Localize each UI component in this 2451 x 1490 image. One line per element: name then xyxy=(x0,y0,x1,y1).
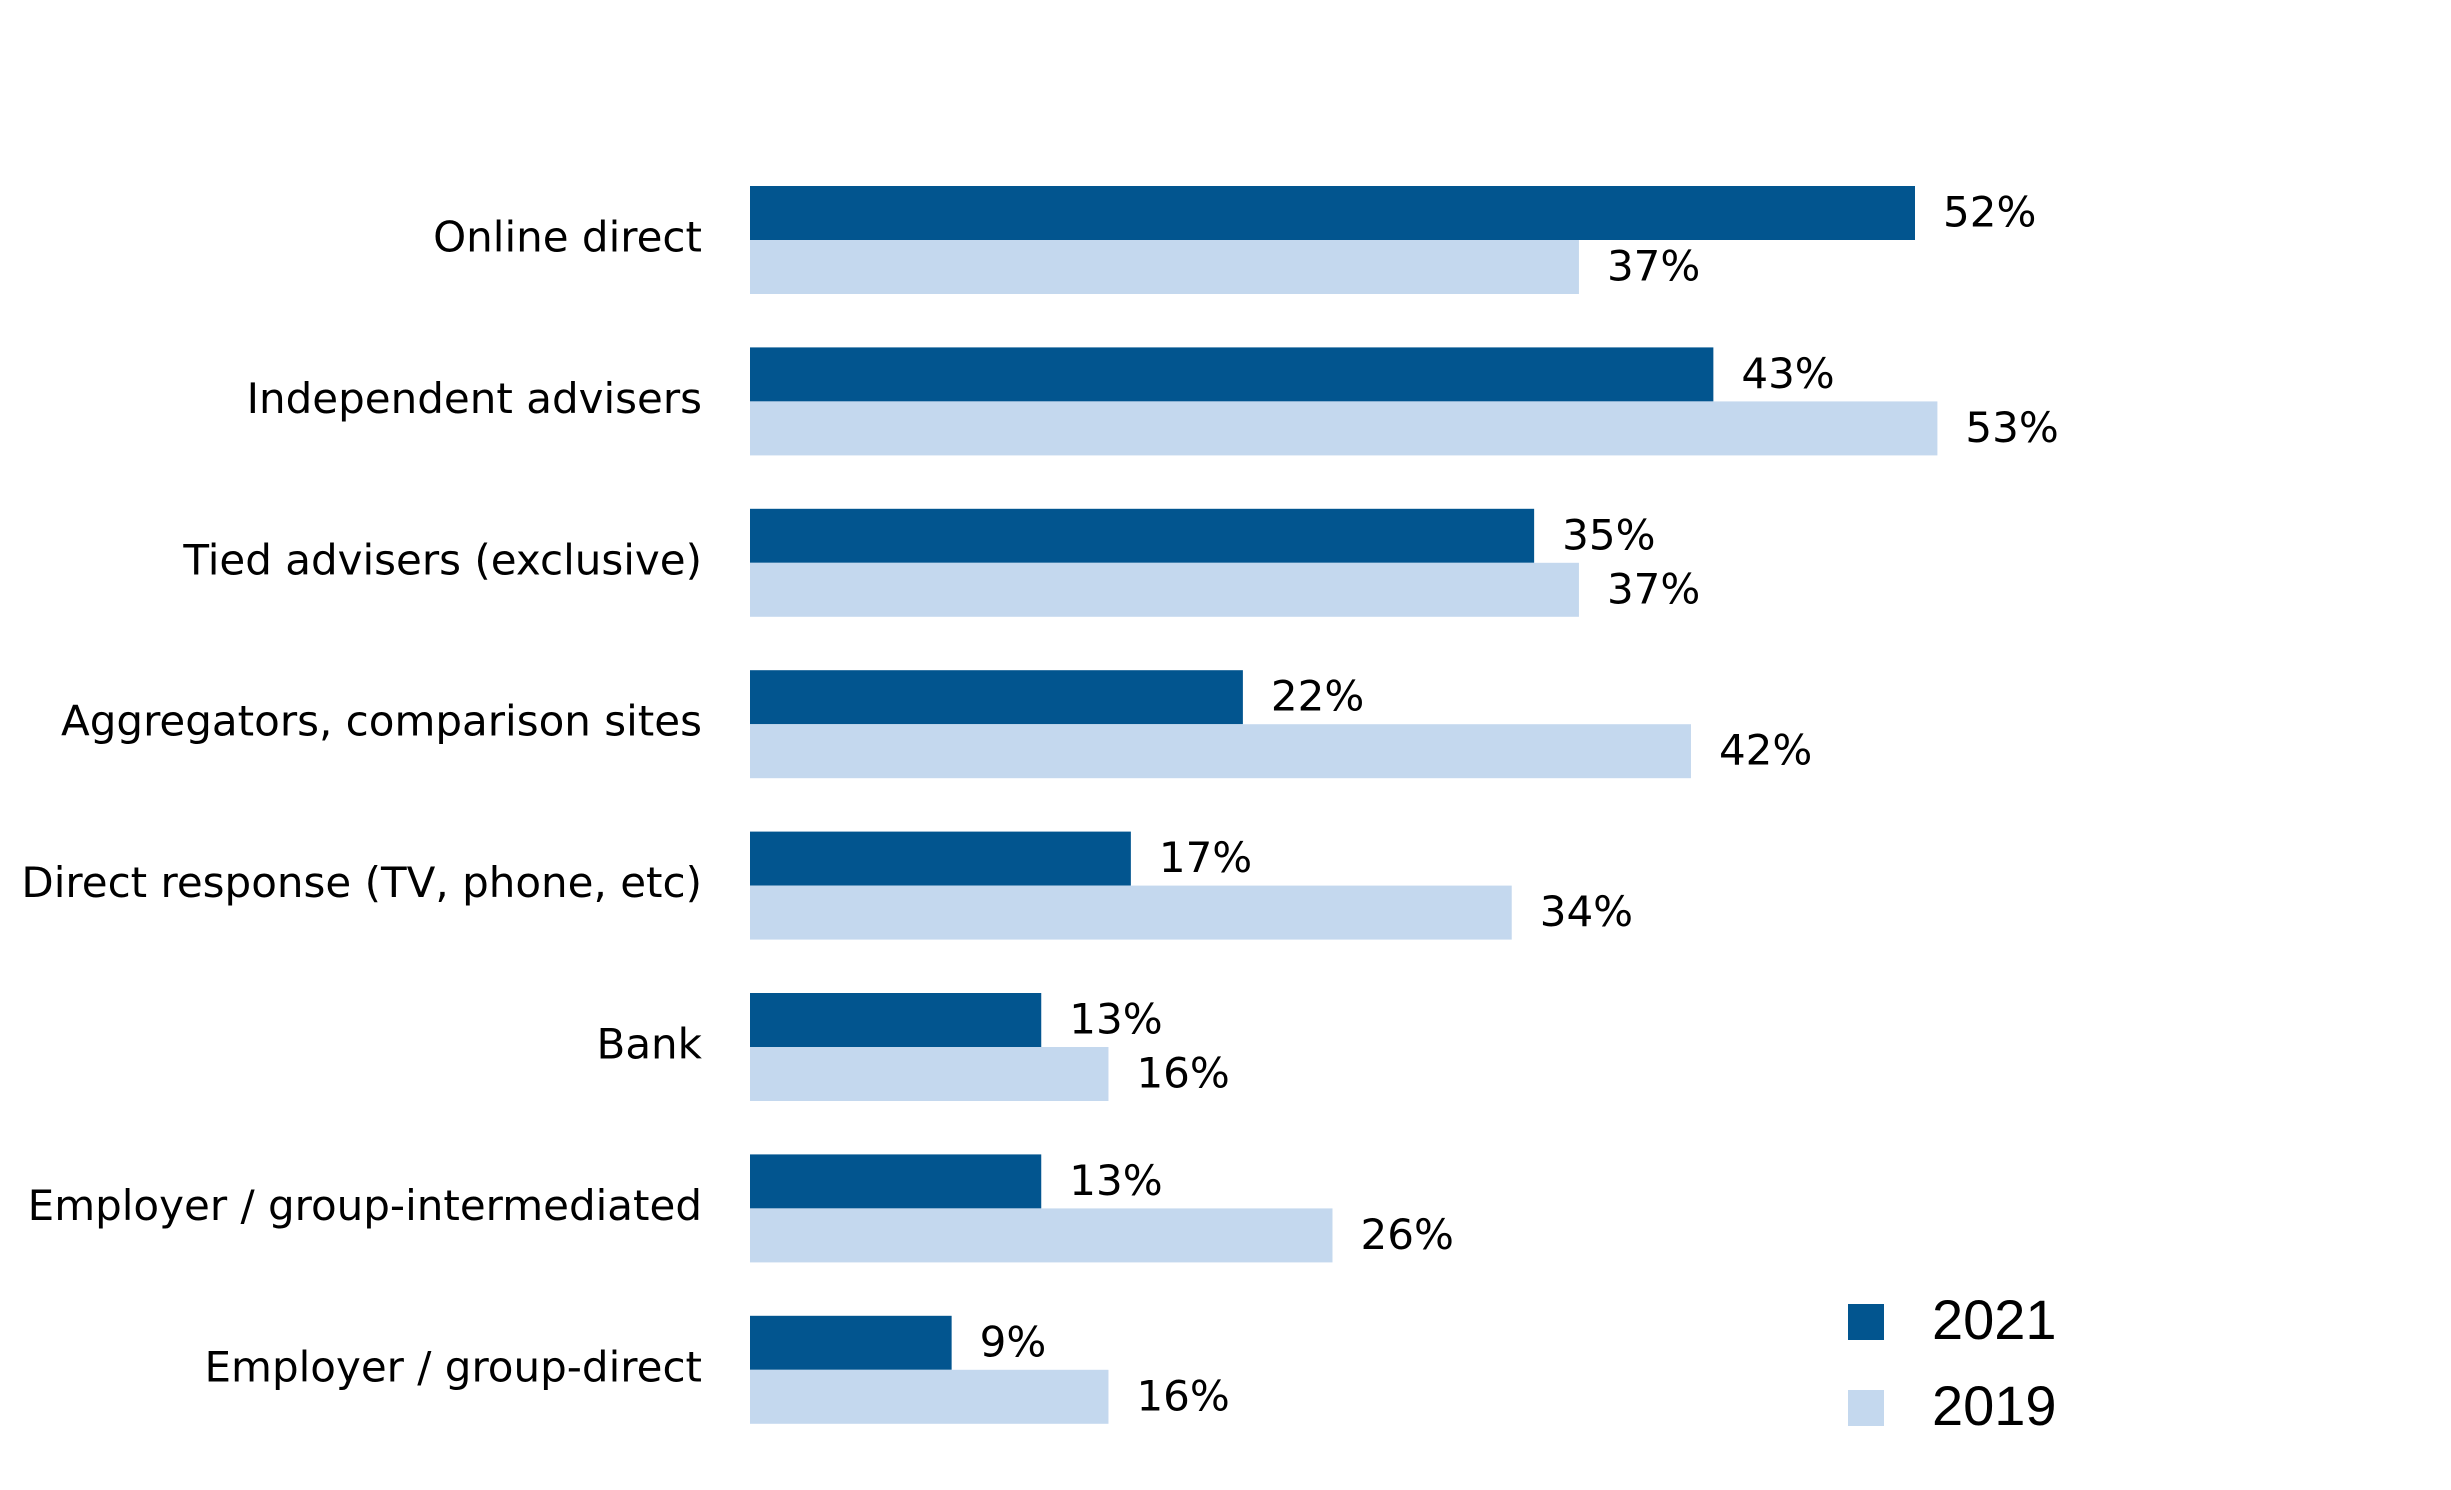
value-label-2021: 52% xyxy=(1943,188,2036,237)
value-label-2019: 16% xyxy=(1136,1371,1229,1420)
legend-swatch-2021 xyxy=(1848,1304,1884,1340)
value-label-2019: 34% xyxy=(1540,887,1633,936)
bar-2021 xyxy=(750,831,1131,886)
legend-label-2019: 2019 xyxy=(1932,1374,2057,1437)
bar-2019 xyxy=(750,240,1579,294)
legend: 2021 2019 xyxy=(1848,1288,2057,1437)
category-axis: Online direct Independent advisers Tied ad… xyxy=(21,213,702,1392)
value-label-2021: 43% xyxy=(1741,349,1834,398)
bar-2021 xyxy=(750,1154,1042,1209)
legend-swatch-2019 xyxy=(1848,1390,1884,1426)
category-label: Employer / group-intermediated xyxy=(28,1181,702,1230)
category-label: Direct response (TV, phone, etc) xyxy=(21,858,702,907)
value-labels: 52% 37% 43% 53% 35% 37% 22% 42% 17% 34% 13% 16% 13% 2… xyxy=(980,188,2059,1421)
bar-2019 xyxy=(750,562,1579,617)
value-label-2021: 9% xyxy=(980,1317,1047,1366)
category-label: Online direct xyxy=(433,213,702,262)
bar-2019 xyxy=(750,1208,1333,1263)
value-label-2019: 26% xyxy=(1361,1210,1454,1259)
value-label-2019: 16% xyxy=(1136,1049,1229,1098)
value-label-2021: 17% xyxy=(1159,833,1252,882)
bar-2021 xyxy=(750,186,1915,240)
category-label: Aggregators, comparison sites xyxy=(61,697,702,746)
value-label-2021: 13% xyxy=(1069,1156,1162,1205)
bar-2021 xyxy=(750,670,1243,725)
bar-2019 xyxy=(750,1369,1109,1424)
legend-label-2021: 2021 xyxy=(1932,1288,2057,1351)
value-label-2019: 42% xyxy=(1719,726,1812,775)
category-label: Tied advisers (exclusive) xyxy=(182,535,702,584)
bar-2021 xyxy=(750,508,1535,563)
value-label-2019: 37% xyxy=(1607,564,1700,613)
bar-2019 xyxy=(750,401,1938,456)
value-label-2019: 37% xyxy=(1607,242,1700,291)
bar-2019 xyxy=(750,1047,1109,1101)
value-label-2021: 13% xyxy=(1069,995,1162,1044)
category-label: Employer / group-direct xyxy=(205,1342,703,1391)
category-label: Independent advisers xyxy=(247,374,702,423)
bar-2021 xyxy=(750,347,1714,402)
bar-2019 xyxy=(750,885,1512,940)
category-label: Bank xyxy=(597,1020,703,1069)
bar-2019 xyxy=(750,724,1691,779)
bars xyxy=(750,186,1938,1424)
bar-2021 xyxy=(750,993,1042,1047)
value-label-2021: 35% xyxy=(1562,510,1655,559)
value-label-2019: 53% xyxy=(1965,403,2058,452)
bar-2021 xyxy=(750,1315,952,1370)
value-label-2021: 22% xyxy=(1271,672,1364,721)
